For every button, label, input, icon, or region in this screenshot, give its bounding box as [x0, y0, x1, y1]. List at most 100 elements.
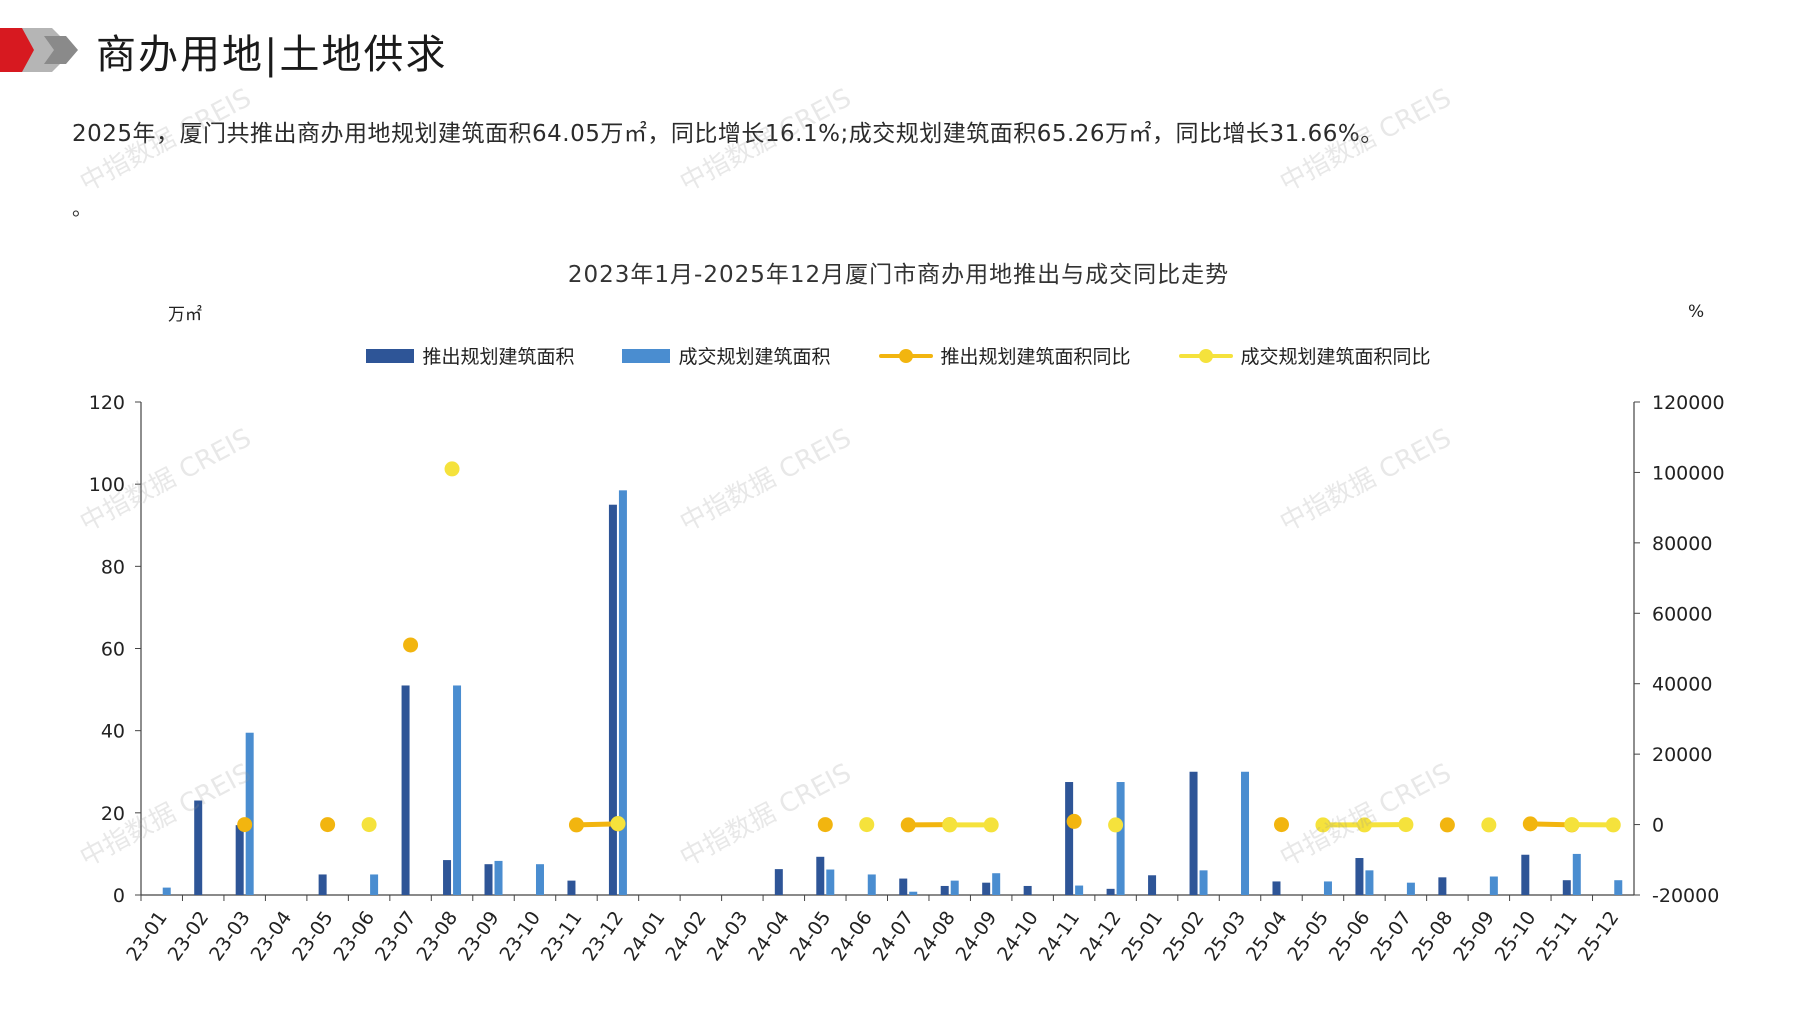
supply-area-bar — [774, 869, 783, 895]
deal-area-bar — [1199, 870, 1208, 895]
x-axis-tick-label: 24-05 — [786, 907, 836, 965]
x-axis-tick-label: 24-06 — [827, 907, 877, 965]
deal-area-bar — [909, 891, 918, 895]
deal-area-bar — [1365, 870, 1374, 895]
left-axis-tick-label: 100 — [89, 474, 125, 496]
deal-area-bar — [1116, 782, 1125, 895]
right-axis-tick-label: -20000 — [1652, 885, 1719, 907]
deal-area-bar — [867, 874, 876, 895]
supply-area-bar — [1521, 854, 1530, 895]
supply-area-bar — [1355, 858, 1364, 895]
supply-area-bar — [567, 880, 576, 895]
legend-swatch-deal-area — [622, 348, 671, 363]
deal-yoy-marker — [610, 816, 626, 832]
deal-area-bar — [1075, 885, 1084, 895]
summary-text: 2025年，厦门共推出商办用地规划建筑面积64.05万㎡，同比增长16.1%;成… — [72, 121, 1384, 147]
supply-area-bar — [1438, 877, 1447, 895]
supply-yoy-marker — [237, 817, 253, 833]
supply-area-bar — [899, 878, 908, 895]
left-axis-tick-label: 80 — [101, 556, 125, 578]
legend-label-supply-area: 推出规划建筑面积 — [422, 346, 575, 368]
supply-area-bar — [1023, 885, 1032, 895]
legend-label-deal-yoy: 成交规划建筑面积同比 — [1240, 346, 1431, 368]
x-axis-tick-label: 23-05 — [288, 907, 338, 965]
x-axis-tick-label: 24-02 — [661, 907, 711, 965]
x-axis-tick-label: 25-11 — [1532, 907, 1582, 965]
x-axis-tick-label: 24-07 — [869, 907, 919, 965]
supply-yoy-marker — [1273, 817, 1289, 833]
deal-yoy-marker — [1564, 817, 1580, 833]
deal-yoy-marker — [1315, 817, 1331, 833]
page-title: 商办用地|土地供求 — [96, 32, 448, 78]
x-axis-tick-label: 23-02 — [164, 907, 214, 965]
supply-area-bar — [608, 504, 617, 895]
x-axis-tick-label: 25-12 — [1574, 907, 1624, 965]
deal-area-bar — [245, 732, 254, 895]
x-axis-tick-label: 24-01 — [620, 907, 670, 965]
x-axis-tick-label: 24-09 — [952, 907, 1002, 965]
supply-yoy-marker — [1439, 817, 1455, 833]
x-axis-tick-label: 24-04 — [744, 907, 794, 965]
supply-area-bar — [194, 800, 203, 895]
supply-area-bar — [1106, 888, 1115, 895]
supply-area-bar — [443, 860, 452, 895]
supply-yoy-marker — [1066, 813, 1082, 829]
x-axis-tick-label: 25-05 — [1283, 907, 1333, 965]
x-axis-tick-label: 25-08 — [1408, 907, 1458, 965]
deal-area-bar — [1323, 881, 1332, 895]
deal-area-bar — [992, 873, 1001, 895]
x-axis-tick-label: 25-03 — [1200, 907, 1250, 965]
legend-item-supply-yoy: 推出规划建筑面积同比 — [878, 342, 1131, 369]
x-axis-tick-label: 23-08 — [412, 907, 462, 965]
x-axis-tick-label: 23-11 — [537, 907, 587, 965]
x-axis-tick-label: 23-07 — [371, 907, 421, 965]
supply-area-bar — [401, 685, 410, 895]
x-axis-tick-label: 25-04 — [1242, 907, 1292, 965]
x-axis-tick-label: 25-02 — [1159, 907, 1209, 965]
x-axis-tick-label: 25-06 — [1325, 907, 1375, 965]
supply-yoy-marker — [568, 817, 584, 833]
legend-item-deal-yoy: 成交规划建筑面积同比 — [1178, 342, 1431, 369]
x-axis-tick-label: 23-03 — [205, 907, 255, 965]
supply-yoy-marker — [1522, 816, 1538, 832]
deal-yoy-marker — [983, 817, 999, 833]
x-axis-tick-label: 24-03 — [703, 907, 753, 965]
deal-yoy-marker — [1481, 817, 1497, 833]
right-axis-tick-label: 100000 — [1652, 462, 1725, 484]
legend-item-deal-area: 成交规划建筑面积 — [622, 342, 831, 369]
x-axis-tick-label: 25-07 — [1366, 907, 1416, 965]
deal-area-bar — [1614, 880, 1623, 895]
x-axis-tick-label: 25-09 — [1449, 907, 1499, 965]
deal-area-bar — [453, 685, 462, 895]
deal-area-bar — [950, 880, 959, 895]
supply-area-bar — [940, 885, 949, 895]
legend-swatch-supply-yoy — [878, 348, 933, 363]
right-axis-tick-label: 80000 — [1652, 533, 1712, 555]
supply-area-bar — [1065, 782, 1074, 895]
deal-yoy-marker — [1356, 817, 1372, 833]
deal-area-bar — [826, 869, 835, 895]
x-axis-tick-label: 23-01 — [122, 907, 172, 965]
deal-yoy-marker — [361, 817, 377, 833]
supply-area-bar — [982, 882, 991, 895]
left-axis-tick-label: 120 — [89, 392, 125, 414]
x-axis-tick-label: 23-12 — [578, 907, 628, 965]
supply-area-bar — [1562, 880, 1571, 895]
supply-yoy-marker — [817, 817, 833, 833]
deal-yoy-marker — [444, 461, 460, 477]
brand-logo-mark — [0, 28, 78, 72]
supply-yoy-marker — [403, 637, 419, 653]
legend-label-supply-yoy: 推出规划建筑面积同比 — [940, 346, 1131, 368]
deal-area-bar — [1489, 876, 1498, 895]
deal-area-bar — [370, 874, 379, 895]
supply-area-bar — [235, 825, 244, 895]
deal-yoy-marker — [1605, 817, 1621, 833]
legend-swatch-supply-area — [366, 348, 415, 363]
deal-area-bar — [1406, 882, 1415, 895]
supply-area-bar — [318, 874, 327, 895]
deal-area-bar — [1241, 771, 1250, 895]
deal-area-bar — [618, 490, 627, 895]
x-axis-tick-label: 24-10 — [993, 907, 1043, 965]
supply-yoy-marker — [320, 817, 336, 833]
